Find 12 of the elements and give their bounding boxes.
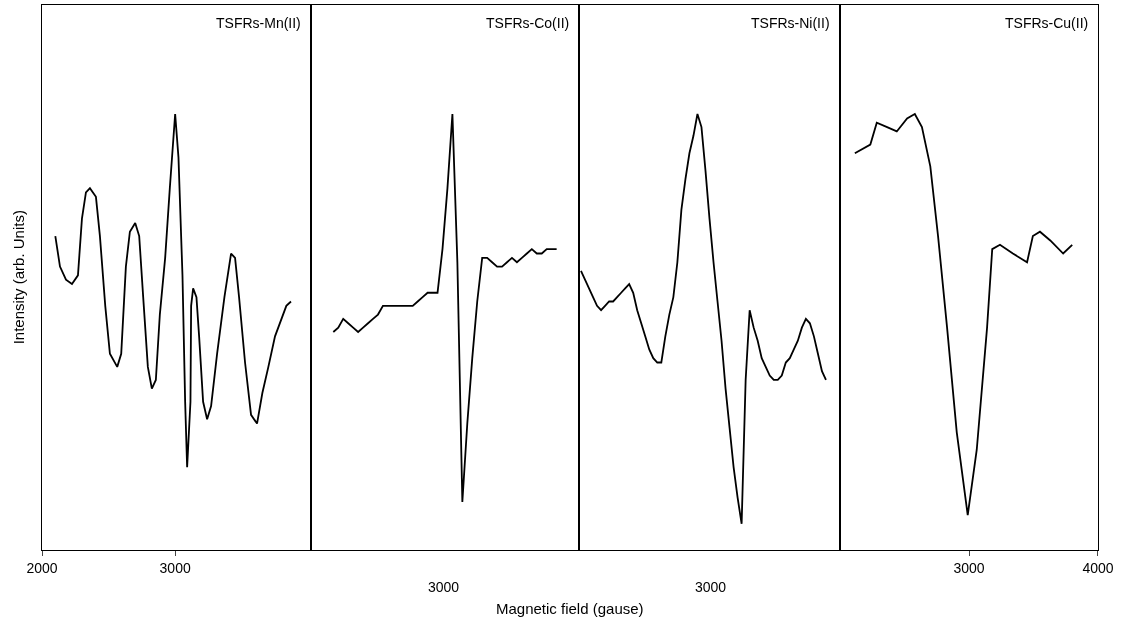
x-tick-label: 3000 <box>953 559 985 576</box>
chart-title: TSFRs-Ni(II) <box>751 15 830 31</box>
x-axis-title: Magnetic field (gause) <box>496 600 644 617</box>
chart-title: TSFRs-Mn(II) <box>216 15 301 31</box>
chart-title: TSFRs-Co(II) <box>486 15 570 31</box>
y-axis-title: Intensity (arb. Units) <box>10 210 28 345</box>
chart-title: TSFRs-Cu(II) <box>1005 15 1089 31</box>
x-tick-label: 3000 <box>159 559 191 576</box>
text: 3000 <box>428 579 460 595</box>
text: 3000 <box>695 579 727 595</box>
x-tick-label: 2000 <box>26 559 58 576</box>
x-tick-label: 4000 <box>1082 559 1114 576</box>
